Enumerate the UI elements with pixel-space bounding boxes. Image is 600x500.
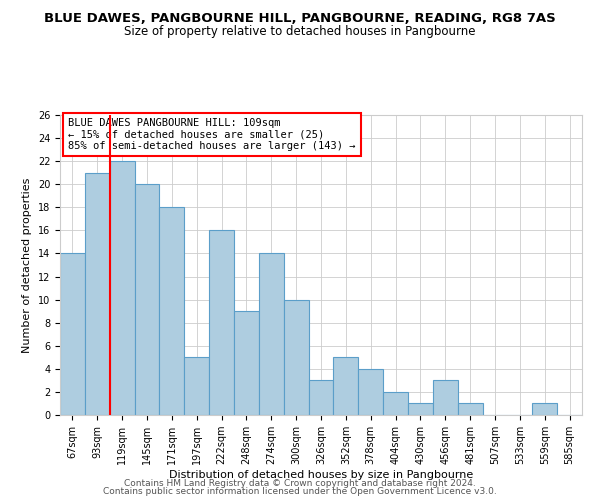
Bar [408,404,433,415]
Bar [334,358,358,415]
Bar [60,254,85,415]
Bar [209,230,234,415]
Bar [458,404,482,415]
Text: Size of property relative to detached houses in Pangbourne: Size of property relative to detached ho… [124,25,476,38]
Y-axis label: Number of detached properties: Number of detached properties [22,178,32,352]
Bar [110,161,134,415]
X-axis label: Distribution of detached houses by size in Pangbourne: Distribution of detached houses by size … [169,470,473,480]
Bar [160,208,184,415]
Text: Contains public sector information licensed under the Open Government Licence v3: Contains public sector information licen… [103,487,497,496]
Bar [383,392,408,415]
Text: BLUE DAWES, PANGBOURNE HILL, PANGBOURNE, READING, RG8 7AS: BLUE DAWES, PANGBOURNE HILL, PANGBOURNE,… [44,12,556,26]
Bar [284,300,308,415]
Bar [532,404,557,415]
Bar [259,254,284,415]
Bar [85,172,110,415]
Bar [308,380,334,415]
Text: BLUE DAWES PANGBOURNE HILL: 109sqm
← 15% of detached houses are smaller (25)
85%: BLUE DAWES PANGBOURNE HILL: 109sqm ← 15%… [68,118,355,151]
Bar [184,358,209,415]
Text: Contains HM Land Registry data © Crown copyright and database right 2024.: Contains HM Land Registry data © Crown c… [124,478,476,488]
Bar [134,184,160,415]
Bar [234,311,259,415]
Bar [433,380,458,415]
Bar [358,369,383,415]
